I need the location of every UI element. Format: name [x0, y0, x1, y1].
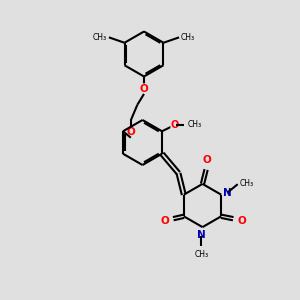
Text: CH₃: CH₃	[194, 250, 208, 259]
Text: N: N	[197, 230, 206, 240]
Text: CH₃: CH₃	[239, 178, 254, 188]
Text: O: O	[126, 127, 135, 137]
Text: O: O	[140, 83, 148, 94]
Text: O: O	[202, 155, 211, 165]
Text: CH₃: CH₃	[188, 120, 202, 129]
Text: N: N	[223, 188, 232, 199]
Text: CH₃: CH₃	[181, 33, 195, 42]
Text: O: O	[160, 215, 169, 226]
Text: O: O	[170, 120, 179, 130]
Text: O: O	[238, 215, 247, 226]
Text: CH₃: CH₃	[93, 33, 107, 42]
